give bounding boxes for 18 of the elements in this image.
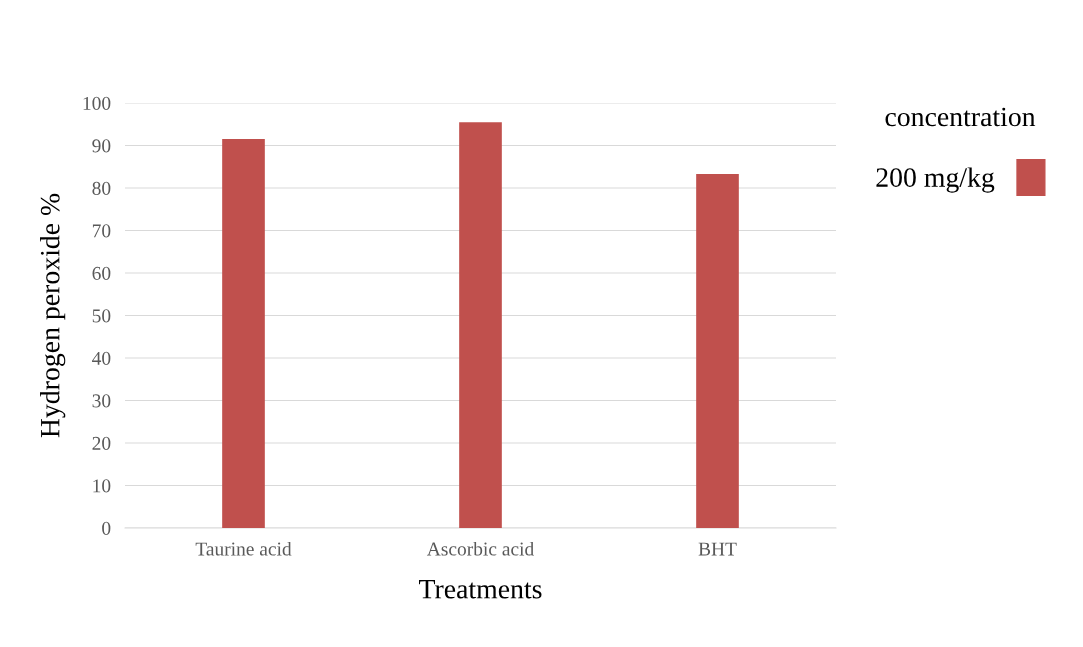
x-tick-label: Ascorbic acid <box>426 541 534 556</box>
y-tick-label: 30 <box>92 394 111 408</box>
y-tick-label: 10 <box>93 479 111 493</box>
y-tick-label: 60 <box>92 266 111 280</box>
y-tick-label: 0 <box>102 521 111 535</box>
y-axis-title: Hydrogen peroxide % <box>40 193 66 438</box>
y-tick-label: 50 <box>92 309 111 323</box>
x-tick-label: BHT <box>698 542 737 556</box>
y-tick-label: 20 <box>92 436 111 450</box>
legend-title: concentration <box>885 107 1036 127</box>
y-tick-label: 70 <box>92 224 111 238</box>
y-tick-label: 80 <box>92 181 111 195</box>
x-tick-label: Taurine acid <box>195 541 292 556</box>
y-tick-label: 90 <box>92 139 111 153</box>
y-tick-label: 100 <box>83 96 111 110</box>
x-axis-title: Treatments <box>419 580 542 599</box>
y-tick-label: 40 <box>92 351 111 365</box>
legend-label: 200 mg/kg <box>876 167 995 193</box>
